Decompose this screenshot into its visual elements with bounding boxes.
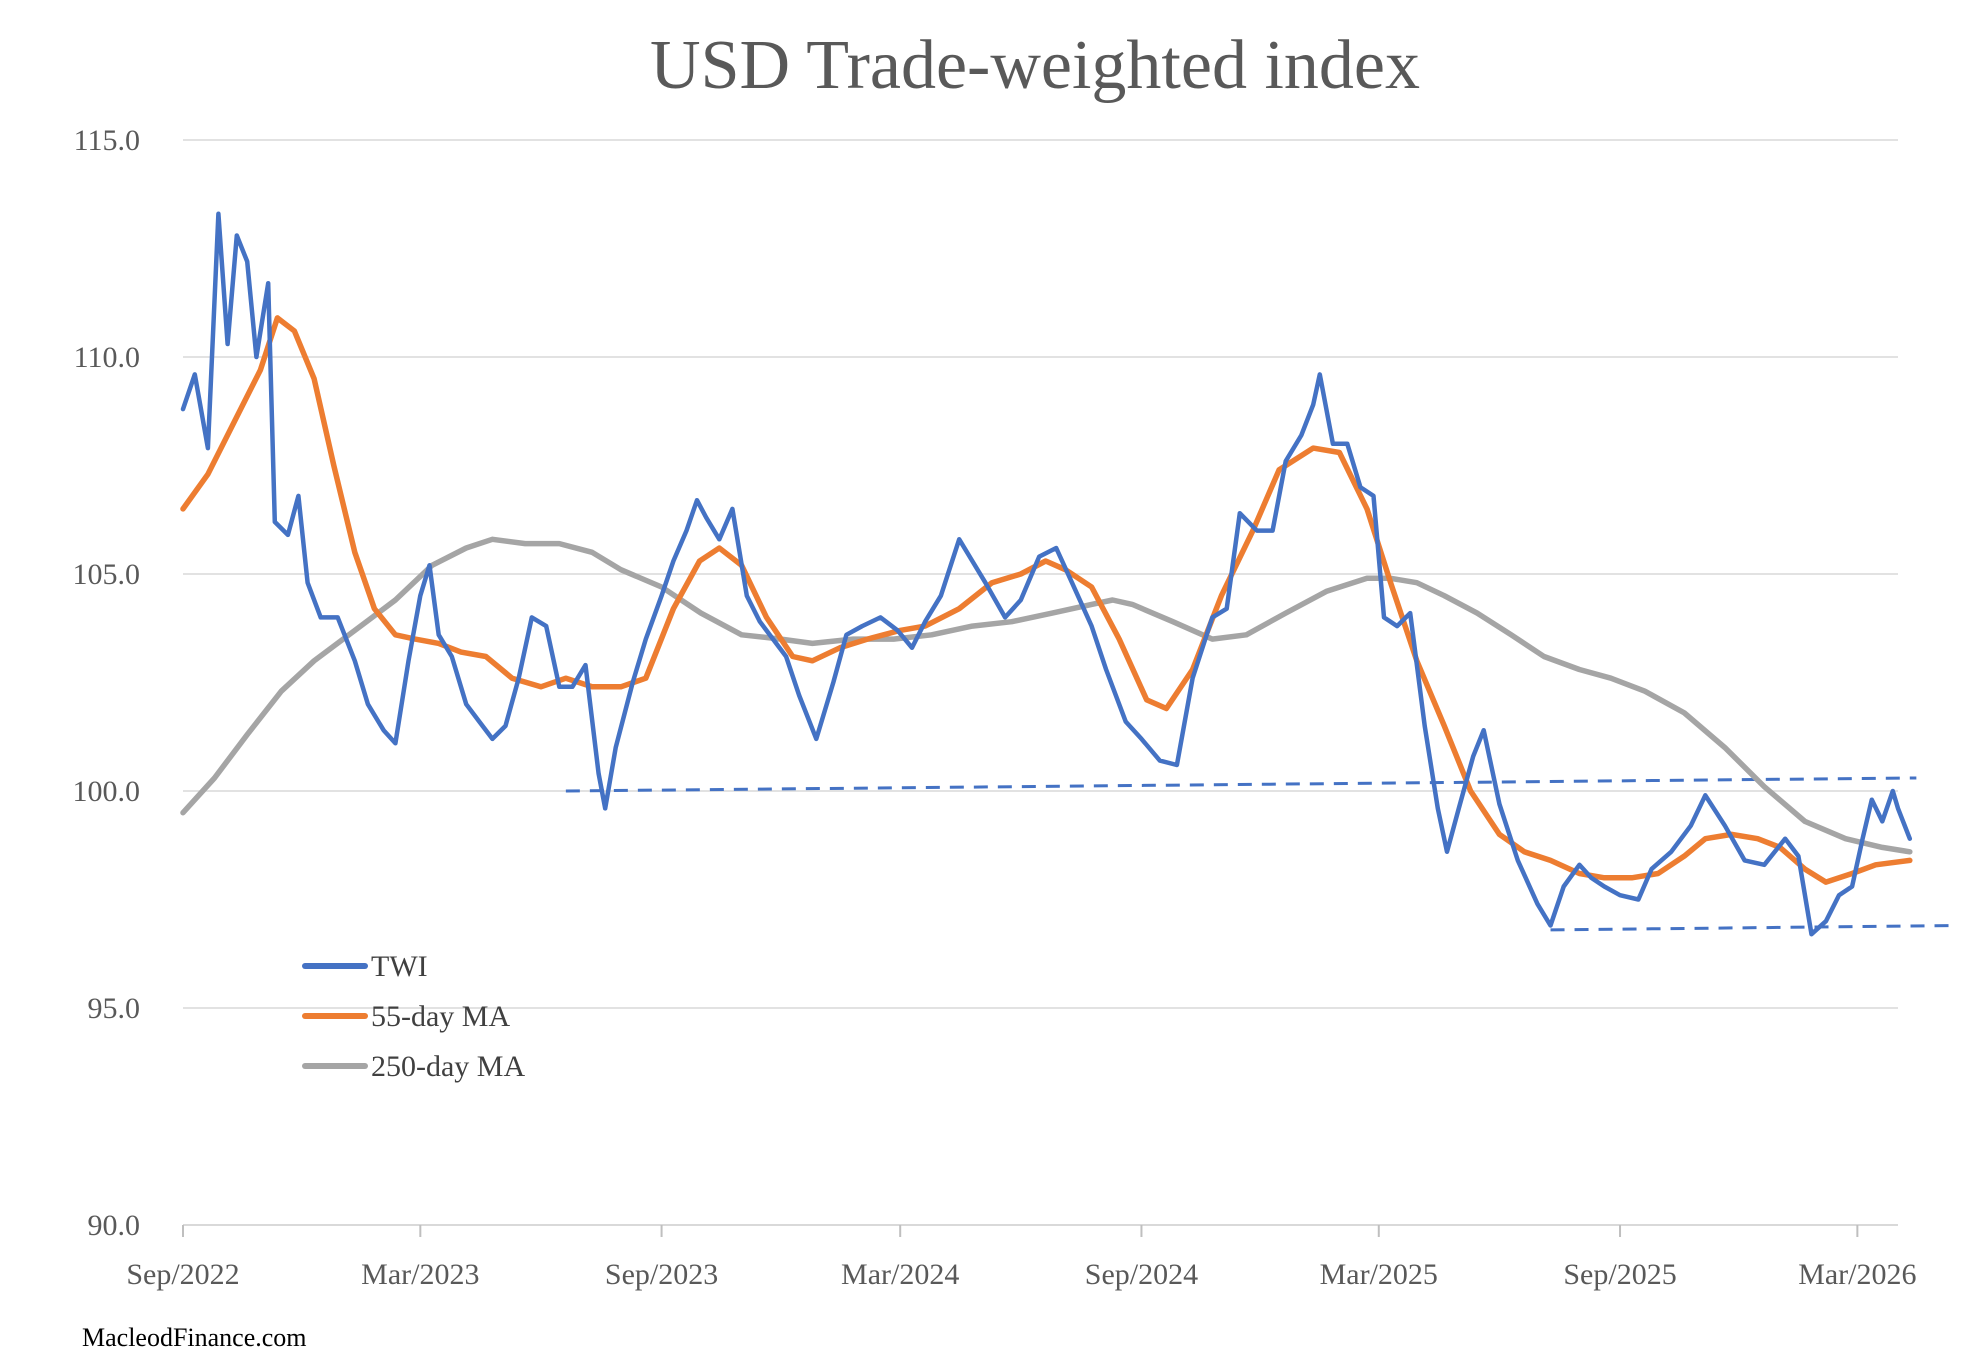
y-tick-label: 90.0 (88, 1209, 141, 1242)
x-tick-label: Sep/2025 (1563, 1258, 1676, 1291)
y-tick-label: 115.0 (74, 124, 140, 157)
support-resistance-dashed-line (1550, 924, 1956, 932)
gridlines (183, 139, 1898, 1009)
chart-title: USD Trade-weighted index (650, 27, 1420, 104)
legend-label: 55-day MA (371, 1000, 510, 1033)
y-tick-label: 110.0 (74, 341, 140, 374)
y-tick-label: 100.0 (73, 775, 141, 808)
y-tick-label: 95.0 (88, 992, 141, 1025)
x-tick-label: Sep/2024 (1085, 1258, 1198, 1291)
y-tick-label: 105.0 (73, 558, 141, 591)
x-tick-label: Mar/2023 (361, 1258, 479, 1291)
series-line-55-day-ma (180, 315, 1913, 885)
legend-label: TWI (371, 950, 428, 983)
source-credit: MacleodFinance.com (82, 1323, 307, 1352)
x-tick-label: Sep/2022 (126, 1258, 239, 1291)
x-tick-label: Sep/2023 (605, 1258, 718, 1291)
x-tick-label: Mar/2024 (841, 1258, 959, 1291)
series-lines (180, 211, 1913, 937)
series-line-250-day-ma (180, 536, 1913, 855)
series-line-twi (180, 211, 1913, 937)
x-tick-label: Mar/2026 (1798, 1258, 1916, 1291)
support-resistance-dashed-line (565, 776, 1917, 793)
reference-lines (565, 776, 1956, 932)
x-tick-label: Mar/2025 (1320, 1258, 1438, 1291)
y-axis-tick-labels: 90.0 95.0 100.0 105.0 110.0 115.0 (73, 124, 141, 1242)
legend: TWI 55-day MA 250-day MA (302, 950, 525, 1083)
legend-label: 250-day MA (371, 1050, 525, 1083)
x-axis-tick-labels: Sep/2022 Mar/2023 Sep/2023 Mar/2024 Sep/2024… (126, 1258, 1916, 1291)
x-axis-ticks (182, 1225, 1859, 1237)
